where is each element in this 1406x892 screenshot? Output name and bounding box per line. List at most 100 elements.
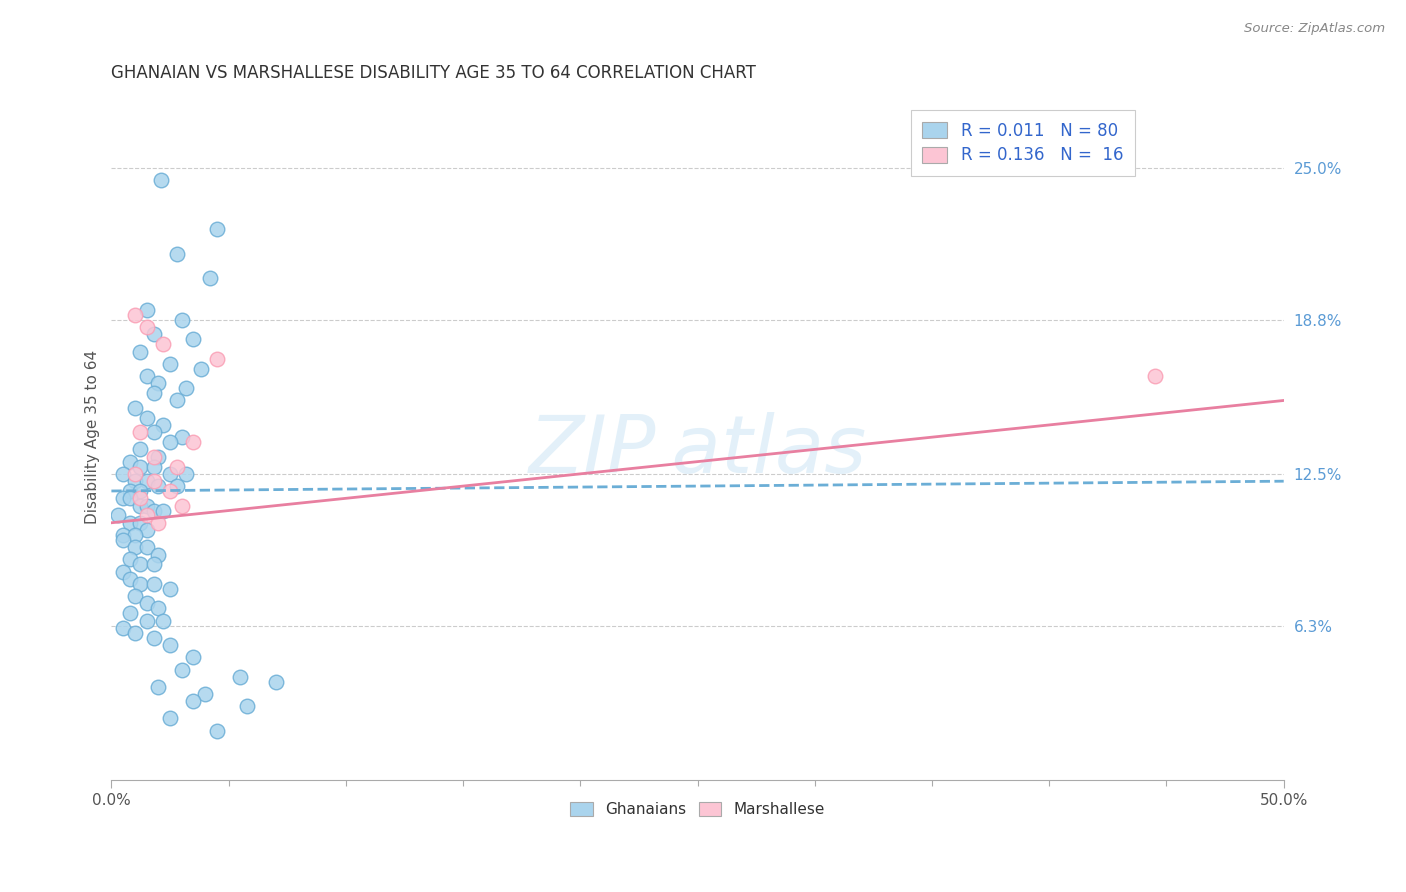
- Point: [159, 483, 181, 498]
- Point: [124, 401, 146, 415]
- Point: [152, 614, 174, 628]
- Point: [112, 491, 135, 506]
- Point: [183, 650, 205, 665]
- Point: [128, 344, 150, 359]
- Point: [128, 516, 150, 530]
- Point: [148, 601, 170, 615]
- Point: [112, 528, 135, 542]
- Point: [264, 674, 287, 689]
- Point: [142, 327, 165, 342]
- Point: [148, 479, 170, 493]
- Point: [112, 533, 135, 547]
- Point: [159, 711, 181, 725]
- Point: [170, 430, 193, 444]
- Point: [124, 589, 146, 603]
- Point: [120, 516, 142, 530]
- Point: [124, 474, 146, 488]
- Legend: Ghanaians, Marshallese: Ghanaians, Marshallese: [564, 796, 831, 823]
- Point: [124, 540, 146, 554]
- Point: [148, 376, 170, 391]
- Point: [205, 723, 228, 738]
- Text: Source: ZipAtlas.com: Source: ZipAtlas.com: [1244, 22, 1385, 36]
- Text: ZIP atlas: ZIP atlas: [529, 412, 866, 490]
- Point: [159, 357, 181, 371]
- Point: [120, 552, 142, 566]
- Point: [135, 499, 157, 513]
- Point: [128, 442, 150, 457]
- Point: [148, 548, 170, 562]
- Point: [112, 467, 135, 481]
- Point: [142, 425, 165, 440]
- Point: [135, 369, 157, 384]
- Point: [142, 450, 165, 464]
- Point: [1143, 369, 1166, 384]
- Point: [128, 499, 150, 513]
- Point: [142, 503, 165, 517]
- Point: [135, 540, 157, 554]
- Point: [124, 467, 146, 481]
- Point: [152, 337, 174, 351]
- Point: [128, 425, 150, 440]
- Point: [148, 516, 170, 530]
- Point: [120, 483, 142, 498]
- Point: [128, 491, 150, 506]
- Point: [159, 582, 181, 596]
- Point: [166, 246, 188, 260]
- Point: [142, 459, 165, 474]
- Point: [166, 459, 188, 474]
- Point: [107, 508, 129, 523]
- Point: [142, 631, 165, 645]
- Point: [183, 694, 205, 708]
- Point: [149, 173, 172, 187]
- Point: [112, 621, 135, 635]
- Point: [229, 670, 252, 684]
- Point: [176, 467, 198, 481]
- Point: [183, 332, 205, 346]
- Point: [148, 450, 170, 464]
- Point: [152, 503, 174, 517]
- Point: [152, 417, 174, 432]
- Point: [205, 222, 228, 236]
- Point: [142, 558, 165, 572]
- Point: [112, 565, 135, 579]
- Point: [120, 607, 142, 621]
- Point: [124, 625, 146, 640]
- Point: [135, 303, 157, 318]
- Point: [166, 479, 188, 493]
- Point: [135, 597, 157, 611]
- Point: [120, 455, 142, 469]
- Point: [135, 508, 157, 523]
- Point: [170, 663, 193, 677]
- Point: [135, 320, 157, 334]
- Point: [159, 467, 181, 481]
- Point: [135, 523, 157, 537]
- Point: [124, 528, 146, 542]
- Point: [148, 680, 170, 694]
- Point: [198, 271, 221, 285]
- Point: [176, 381, 198, 395]
- Point: [124, 308, 146, 322]
- Point: [190, 361, 212, 376]
- Point: [159, 435, 181, 450]
- Point: [194, 687, 217, 701]
- Point: [128, 483, 150, 498]
- Point: [166, 393, 188, 408]
- Point: [135, 614, 157, 628]
- Point: [128, 558, 150, 572]
- Point: [135, 410, 157, 425]
- Point: [183, 435, 205, 450]
- Point: [120, 491, 142, 506]
- Point: [135, 474, 157, 488]
- Point: [159, 638, 181, 652]
- Text: GHANAIAN VS MARSHALLESE DISABILITY AGE 35 TO 64 CORRELATION CHART: GHANAIAN VS MARSHALLESE DISABILITY AGE 3…: [111, 64, 756, 82]
- Point: [142, 386, 165, 401]
- Point: [170, 312, 193, 326]
- Point: [170, 499, 193, 513]
- Point: [120, 572, 142, 586]
- Point: [128, 459, 150, 474]
- Point: [142, 474, 165, 488]
- Point: [205, 351, 228, 366]
- Point: [128, 577, 150, 591]
- Point: [236, 699, 259, 714]
- Point: [142, 577, 165, 591]
